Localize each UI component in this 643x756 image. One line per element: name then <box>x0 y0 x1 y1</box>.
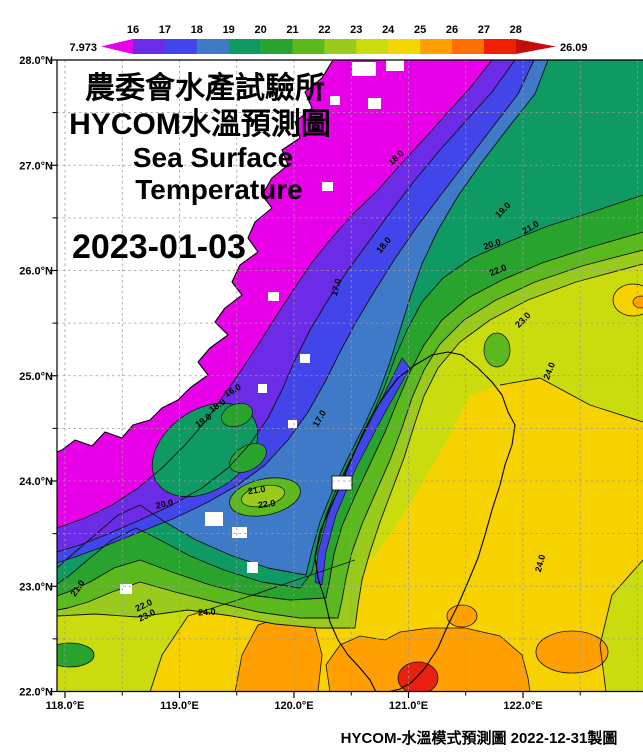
red-blob-south <box>397 661 439 692</box>
axes: 28.0°N 27.0°N 26.0°N 25.0°N 24.0°N 23.0°N 22.0… <box>19 55 581 712</box>
lat-label: 23.0°N <box>19 581 53 593</box>
colorbar: 16 17 18 19 20 21 22 23 24 25 26 27 28 7.973 26.09 <box>69 24 588 54</box>
colorbar-segment <box>133 39 166 54</box>
colorbar-tick: 18 <box>191 24 203 36</box>
colorbar-tick: 26 <box>446 24 458 36</box>
colorbar-tick: 19 <box>223 24 235 36</box>
taiwan-island <box>314 351 516 692</box>
lat-label: 25.0°N <box>19 371 53 383</box>
colorbar-segment <box>292 39 325 54</box>
colorbar-min-label: 7.973 <box>69 42 97 54</box>
colorbar-right-arrow <box>516 39 556 54</box>
title-org: 農委會水產試驗所 <box>85 71 325 105</box>
bottom-caption: HYCOM-水溫模式預測圖 2022-12-31製圖 <box>341 729 618 747</box>
graticule-grid <box>57 60 643 692</box>
map-canvas: 16.017.017.018.018.018.019.019.020.020.0… <box>57 60 643 692</box>
colorbar-segment <box>324 39 357 54</box>
colorbar-tick: 28 <box>510 24 522 36</box>
colorbar-segment <box>388 39 421 54</box>
colorbar-left-arrow <box>101 39 133 54</box>
title-product: HYCOM水溫預測圖 <box>69 108 331 141</box>
data-void-cells <box>120 60 404 594</box>
china-land <box>57 60 333 452</box>
penghu-islands <box>331 475 353 491</box>
contour-label: 17.0 <box>329 277 343 297</box>
colorbar-tick: 22 <box>318 24 330 36</box>
lon-label: 120.0°E <box>274 700 313 712</box>
contour-label: 20.0 <box>155 497 174 510</box>
colorbar-segments <box>133 39 516 54</box>
colorbar-tick: 21 <box>286 24 298 36</box>
colorbar-tick-labels: 16 17 18 19 20 21 22 23 24 25 26 27 28 <box>127 24 522 36</box>
colorbar-segment <box>164 39 197 54</box>
lon-label: 118.0°E <box>46 700 85 712</box>
lon-label: 119.0°E <box>160 700 199 712</box>
contour-label: 22.0 <box>257 498 276 510</box>
forecast-date: 2023-01-03 <box>72 228 246 266</box>
contour-label: 24.0 <box>198 607 216 618</box>
title-en-line1: Sea Surface <box>133 142 293 173</box>
lon-label: 122.0°E <box>503 700 542 712</box>
orange-spot-east <box>446 604 478 628</box>
colorbar-tick: 20 <box>254 24 266 36</box>
colorbar-tick: 25 <box>414 24 426 36</box>
colorbar-segment <box>483 39 516 54</box>
colorbar-segment <box>356 39 389 54</box>
colorbar-tick: 27 <box>478 24 490 36</box>
green-eddy-core-1 <box>221 402 253 428</box>
lat-label: 26.0°N <box>19 266 53 278</box>
title-block: 農委會水產試驗所 HYCOM水溫預測圖 Sea Surface Temperat… <box>69 71 331 266</box>
colorbar-segment <box>260 39 293 54</box>
colorbar-segment <box>420 39 453 54</box>
lat-label: 24.0°N <box>19 476 53 488</box>
green-patch-bottom-left <box>57 642 95 668</box>
lat-label: 27.0°N <box>19 160 53 172</box>
contour-label: 24.0 <box>533 553 547 573</box>
orange-core-right-edge <box>632 295 643 309</box>
warm-pocket-core <box>241 484 285 508</box>
colorbar-segment <box>196 39 229 54</box>
colorbar-segment <box>228 39 261 54</box>
sea-gold-east <box>360 378 643 692</box>
warm-spot-right-edge <box>612 283 643 317</box>
colorbar-tick: 24 <box>382 24 395 36</box>
colorbar-tick: 23 <box>350 24 362 36</box>
lat-label: 22.0°N <box>19 687 53 699</box>
title-en-line2: Temperature <box>135 174 303 205</box>
colorbar-tick: 16 <box>127 24 139 36</box>
green-eddy-core-2 <box>229 443 267 473</box>
lon-label: 121.0°E <box>389 700 428 712</box>
contour-label: 21.0 <box>247 484 266 496</box>
china-coastline <box>57 60 334 453</box>
green-patch-ne-coast <box>483 332 511 368</box>
sea-wedge-corner <box>600 560 643 692</box>
colorbar-segment <box>452 39 485 54</box>
lat-label: 28.0°N <box>19 55 53 67</box>
colorbar-max-label: 26.09 <box>560 42 588 54</box>
orange-blob-south-taiwan <box>325 627 531 692</box>
orange-blob-southeast <box>535 630 609 674</box>
colorbar-tick: 17 <box>159 24 171 36</box>
